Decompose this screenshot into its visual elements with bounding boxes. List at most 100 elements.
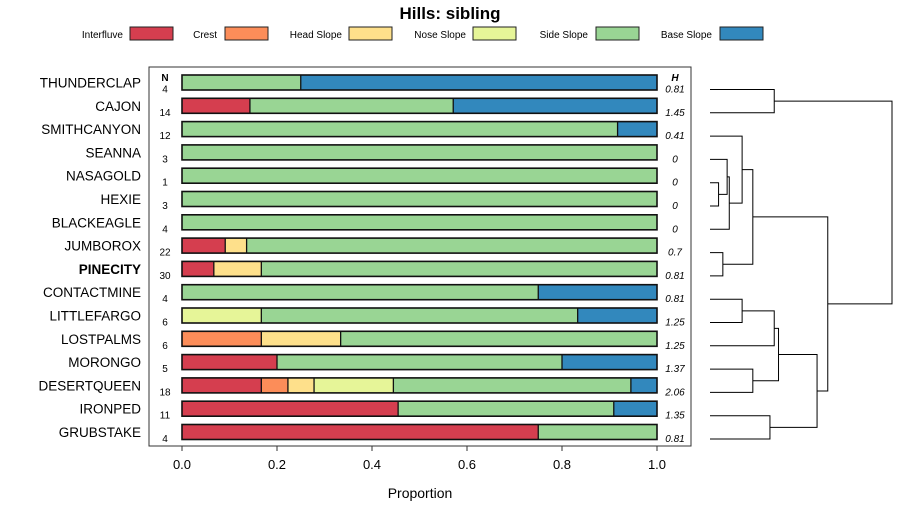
bar-segment xyxy=(182,238,226,254)
row-label: BLACKEAGLE xyxy=(52,215,141,230)
legend-label: Nose Slope xyxy=(414,30,466,41)
row-entropy: 0.7 xyxy=(668,248,682,259)
bar-segment xyxy=(340,331,657,347)
row-count: 11 xyxy=(160,411,171,422)
bar-segment xyxy=(249,98,454,114)
legend-label: Crest xyxy=(193,30,217,41)
row: PINECITY 30 0.81 xyxy=(79,260,685,282)
legend-label: Interfluve xyxy=(82,30,124,41)
bar-segment xyxy=(182,261,214,277)
row-count: 22 xyxy=(159,248,171,259)
row-label: HEXIE xyxy=(100,192,141,207)
bar-segment xyxy=(182,331,262,347)
row: CONTACTMINE 4 0.81 xyxy=(43,283,685,305)
bar-segment xyxy=(617,121,657,137)
row-count: 1 xyxy=(162,178,168,189)
dendrogram-link xyxy=(769,354,818,428)
bar-outline xyxy=(181,97,658,115)
row-entropy: 0.81 xyxy=(665,434,684,445)
row-count: 30 xyxy=(159,271,171,282)
bar-segment xyxy=(261,331,341,347)
row-count: 18 xyxy=(159,387,171,398)
legend-swatch xyxy=(348,26,393,41)
chart-title: Hills: sibling xyxy=(399,4,500,23)
bar-segment xyxy=(393,377,631,393)
bar-outline xyxy=(181,144,658,161)
row: IRONPED 11 1.35 xyxy=(79,400,685,422)
row-entropy: 0.81 xyxy=(665,271,684,282)
bar-outline xyxy=(181,74,658,91)
dendrogram-link xyxy=(710,89,775,114)
row-count: 14 xyxy=(159,108,171,119)
dendrogram-link xyxy=(710,310,775,347)
row-entropy: 1.25 xyxy=(665,341,685,352)
row-count: 3 xyxy=(162,201,168,212)
row: MORONGO 5 1.37 xyxy=(68,353,685,375)
n-column-header: N xyxy=(161,73,168,84)
legend-swatch xyxy=(472,26,517,41)
bar-outline xyxy=(181,214,658,231)
row-label: MORONGO xyxy=(68,355,141,370)
row-count: 3 xyxy=(162,154,168,165)
row-count: 5 xyxy=(162,364,168,375)
row-label: JUMBOROX xyxy=(64,239,141,254)
row-entropy: 1.37 xyxy=(665,364,685,375)
bar-segment xyxy=(182,377,262,393)
dendrogram-link xyxy=(710,182,720,207)
dendrogram-link xyxy=(710,158,728,195)
x-tick-label: 0.6 xyxy=(458,457,476,472)
row-count: 4 xyxy=(162,294,168,305)
row: BLACKEAGLE 4 0 xyxy=(52,214,678,235)
bar-segment xyxy=(277,354,562,370)
row-count: 12 xyxy=(159,131,171,142)
bar-segment xyxy=(398,401,614,417)
legend-label: Head Slope xyxy=(290,30,343,41)
x-tick-label: 1.0 xyxy=(648,457,666,472)
bar-outline xyxy=(181,353,658,371)
bar-segment xyxy=(182,401,399,417)
row-entropy: 0 xyxy=(672,154,678,165)
bar-segment xyxy=(577,308,657,323)
bar-segment xyxy=(538,424,657,440)
bar-outline xyxy=(181,307,658,324)
bar-segment xyxy=(182,191,657,207)
row: LOSTPALMS 6 1.25 xyxy=(61,330,685,352)
bar-segment xyxy=(562,354,657,370)
x-tick-label: 0.8 xyxy=(553,457,571,472)
x-axis: 0.0 0.2 0.4 0.6 0.8 1.0 xyxy=(173,446,666,472)
row-label: THUNDERCLAP xyxy=(40,76,141,91)
bar-segment xyxy=(261,308,578,323)
dendrogram-link xyxy=(710,176,730,230)
bar-outline xyxy=(181,190,658,208)
row-entropy: 0.81 xyxy=(665,294,684,305)
x-tick-label: 0.4 xyxy=(363,457,381,472)
row-entropy: 0 xyxy=(672,224,678,235)
bar-segment xyxy=(261,261,657,277)
plot-frame xyxy=(148,66,692,447)
bar-segment xyxy=(182,284,539,300)
bar-segment xyxy=(182,168,657,184)
row-label: DESERTQUEEN xyxy=(38,378,141,393)
bar-segment xyxy=(613,401,657,417)
legend-swatch xyxy=(595,26,640,41)
x-tick-label: 0.2 xyxy=(268,457,286,472)
row: CAJON 14 1.45 xyxy=(95,97,685,119)
bar-outline xyxy=(181,237,658,254)
legend-swatch xyxy=(129,26,174,41)
row-label: SMITHCANYON xyxy=(41,122,141,137)
bar-segment xyxy=(182,75,301,90)
h-column-header: H xyxy=(671,73,679,84)
bar-outline xyxy=(181,120,658,138)
bar-outline xyxy=(181,400,658,418)
bar-segment xyxy=(182,98,250,114)
row-entropy: 1.25 xyxy=(665,318,685,329)
bar-segment xyxy=(261,377,288,393)
row-entropy: 1.45 xyxy=(665,108,685,119)
x-axis-label: Proportion xyxy=(388,485,453,501)
row-label: LOSTPALMS xyxy=(61,332,141,347)
row: SMITHCANYON 12 0.41 xyxy=(41,120,685,142)
x-tick-label: 0.0 xyxy=(173,457,191,472)
dendrogram xyxy=(710,89,893,440)
bar-segment xyxy=(182,424,539,440)
